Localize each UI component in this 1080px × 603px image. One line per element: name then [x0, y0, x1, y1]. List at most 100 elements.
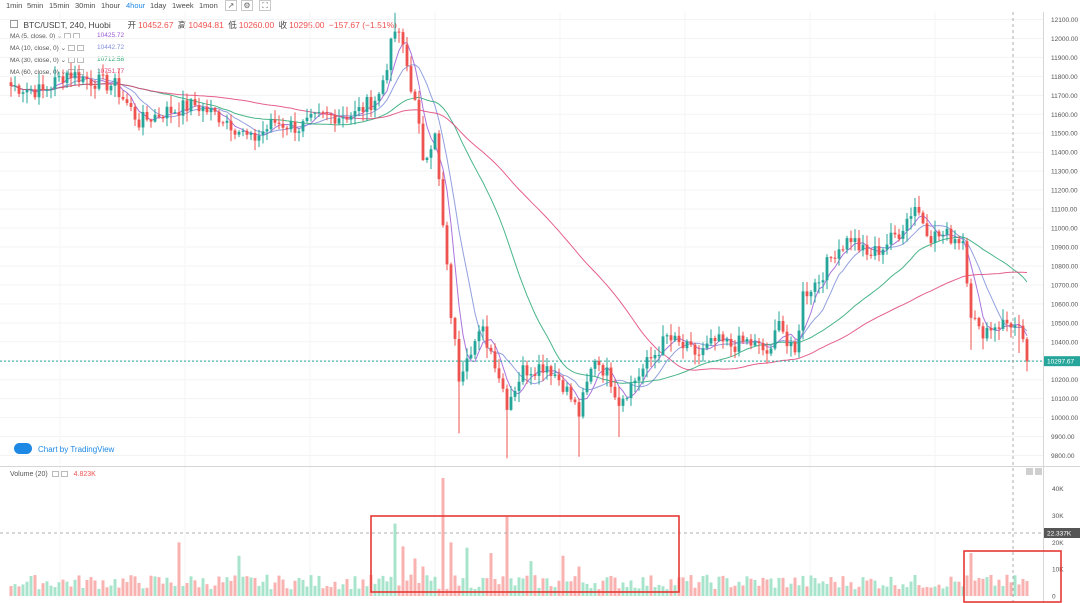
candle-body: [397, 31, 401, 33]
volume-bar: [373, 583, 377, 596]
candle-body: [421, 123, 425, 160]
high-value: 10494.81: [188, 20, 224, 30]
volume-bar: [485, 578, 489, 596]
volume-bar: [277, 575, 281, 596]
volume-bar: [53, 587, 57, 596]
candle-body: [941, 234, 945, 237]
volume-bar: [901, 584, 905, 596]
volume-legend[interactable]: Volume (20) 4.823K: [10, 471, 96, 478]
candle-body: [597, 360, 601, 366]
volume-bar: [981, 578, 985, 596]
volume-bar: [241, 576, 245, 596]
volume-bar: [589, 588, 593, 596]
interval-1day[interactable]: 1day: [150, 1, 167, 10]
ma10-settings-icon[interactable]: [68, 45, 76, 51]
ma10-value: 10442.72: [97, 44, 125, 51]
ma10-legend[interactable]: MA (10, close, 0) ⌄ 10442.72: [10, 44, 125, 52]
candle-body: [441, 179, 445, 226]
ma60-close-icon[interactable]: [77, 69, 85, 75]
volume-bar: [1017, 584, 1021, 596]
candle-body: [325, 111, 329, 114]
volume-bar: [145, 587, 149, 596]
ma30-close-icon[interactable]: [77, 57, 85, 63]
ma60-settings-icon[interactable]: [68, 69, 76, 75]
volume-bar: [593, 583, 597, 596]
ma5-close-icon[interactable]: [73, 33, 81, 39]
candle-body: [853, 238, 857, 243]
volume-bar: [17, 586, 21, 596]
interval-1min[interactable]: 1min: [6, 1, 23, 10]
tradingview-credit[interactable]: Chart by TradingView: [14, 443, 114, 454]
ma60-line: [10, 83, 1028, 371]
volume-bar: [289, 589, 293, 596]
candle-body: [89, 79, 93, 86]
volume-bar: [649, 575, 653, 596]
candle-body: [157, 114, 161, 117]
interval-5min[interactable]: 5min: [27, 1, 44, 10]
ma60-legend[interactable]: MA (60, close, 0) ⌄ 10751.77: [10, 68, 125, 76]
volume-settings-icon[interactable]: [51, 471, 59, 477]
ma30-legend[interactable]: MA (30, close, 0) ⌄ 10712.58: [10, 56, 125, 64]
interval-4hour[interactable]: 4hour: [126, 1, 146, 10]
volume-bar: [569, 581, 573, 596]
candle-body: [965, 241, 969, 284]
volume-bar: [173, 585, 177, 596]
interval-30min[interactable]: 30min: [75, 1, 96, 10]
volume-bar: [681, 577, 685, 596]
volume-bar: [361, 579, 365, 596]
volume-bar: [613, 577, 617, 596]
candle-body: [433, 133, 437, 150]
volume-bar: [25, 581, 29, 596]
candle-body: [689, 341, 693, 345]
line-chart-icon[interactable]: ↗: [225, 0, 237, 11]
candle-body: [365, 97, 369, 112]
volume-bar: [365, 586, 369, 596]
volume-bar: [949, 576, 953, 596]
ma5-legend[interactable]: MA (5, close, 0) ⌄ 10425.72: [10, 32, 125, 40]
candle-body: [493, 351, 497, 369]
symbol-label[interactable]: BTC/USDT, 240, Huobi: [23, 20, 111, 30]
candle-body: [953, 239, 957, 244]
ma10-close-icon[interactable]: [77, 45, 85, 51]
volume-tick-label: 30K: [1052, 513, 1064, 520]
candle-body: [749, 339, 753, 346]
volume-bar: [149, 575, 153, 596]
volume-close-icon[interactable]: [60, 471, 68, 477]
volume-bar: [117, 587, 121, 596]
volume-bar: [225, 577, 229, 596]
candle-body: [429, 149, 433, 158]
volume-bar: [773, 587, 777, 596]
volume-bar: [597, 589, 601, 596]
interval-1week[interactable]: 1week: [172, 1, 194, 10]
volume-bar: [861, 577, 865, 596]
volume-bar: [913, 574, 917, 596]
legend-toggle-icon[interactable]: [10, 20, 18, 28]
candle-body: [553, 374, 557, 376]
interval-1hour[interactable]: 1hour: [101, 1, 121, 10]
candle-body: [361, 107, 365, 112]
candle-body: [977, 317, 981, 327]
credit-label: Chart by TradingView: [38, 445, 115, 454]
settings-icon[interactable]: ⚙: [241, 0, 253, 11]
interval-15min[interactable]: 15min: [49, 1, 70, 10]
candle-body: [405, 44, 409, 67]
candle-body: [237, 131, 241, 135]
candle-body: [129, 102, 133, 107]
volume-bar: [601, 580, 605, 596]
candle-body: [345, 117, 349, 120]
ma5-settings-icon[interactable]: [64, 33, 72, 39]
interval-1mon[interactable]: 1mon: [199, 1, 218, 10]
candle-body: [717, 334, 721, 342]
ma30-settings-icon[interactable]: [68, 57, 76, 63]
fullscreen-icon[interactable]: ⛶: [259, 0, 271, 11]
volume-marker-badge: [1044, 528, 1080, 538]
volume-bar: [237, 555, 241, 596]
candle-body: [389, 38, 393, 71]
volume-bar: [637, 588, 641, 596]
candle-body: [541, 364, 545, 373]
candle-body: [925, 223, 929, 237]
volume-bar: [353, 576, 357, 596]
volume-bar: [269, 589, 273, 596]
volume-bar: [885, 586, 889, 596]
